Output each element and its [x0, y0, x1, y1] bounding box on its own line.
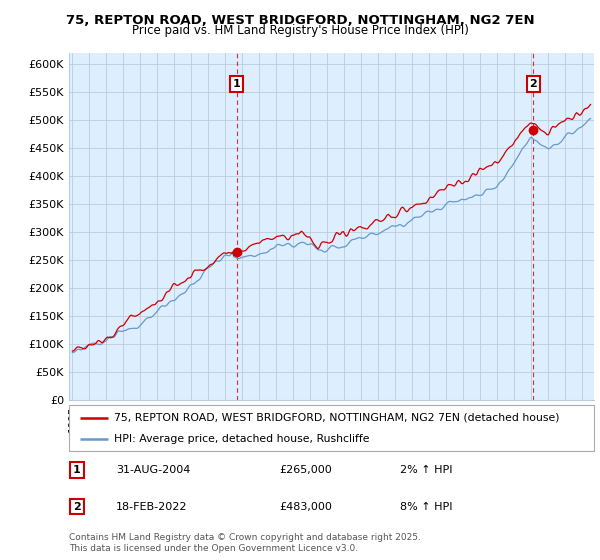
Text: Contains HM Land Registry data © Crown copyright and database right 2025.
This d: Contains HM Land Registry data © Crown c…: [69, 533, 421, 553]
Text: 18-FEB-2022: 18-FEB-2022: [116, 502, 188, 511]
Text: Price paid vs. HM Land Registry's House Price Index (HPI): Price paid vs. HM Land Registry's House …: [131, 24, 469, 36]
Text: 2: 2: [73, 502, 81, 511]
Text: 31-AUG-2004: 31-AUG-2004: [116, 465, 191, 475]
Text: 75, REPTON ROAD, WEST BRIDGFORD, NOTTINGHAM, NG2 7EN (detached house): 75, REPTON ROAD, WEST BRIDGFORD, NOTTING…: [113, 413, 559, 423]
Text: 1: 1: [73, 465, 81, 475]
Text: 8% ↑ HPI: 8% ↑ HPI: [400, 502, 452, 511]
Text: 1: 1: [233, 79, 241, 89]
Text: 2% ↑ HPI: 2% ↑ HPI: [400, 465, 452, 475]
FancyBboxPatch shape: [69, 405, 594, 451]
Text: £265,000: £265,000: [279, 465, 332, 475]
Text: HPI: Average price, detached house, Rushcliffe: HPI: Average price, detached house, Rush…: [113, 435, 369, 444]
Text: £483,000: £483,000: [279, 502, 332, 511]
Text: 75, REPTON ROAD, WEST BRIDGFORD, NOTTINGHAM, NG2 7EN: 75, REPTON ROAD, WEST BRIDGFORD, NOTTING…: [65, 14, 535, 27]
Text: 2: 2: [529, 79, 537, 89]
